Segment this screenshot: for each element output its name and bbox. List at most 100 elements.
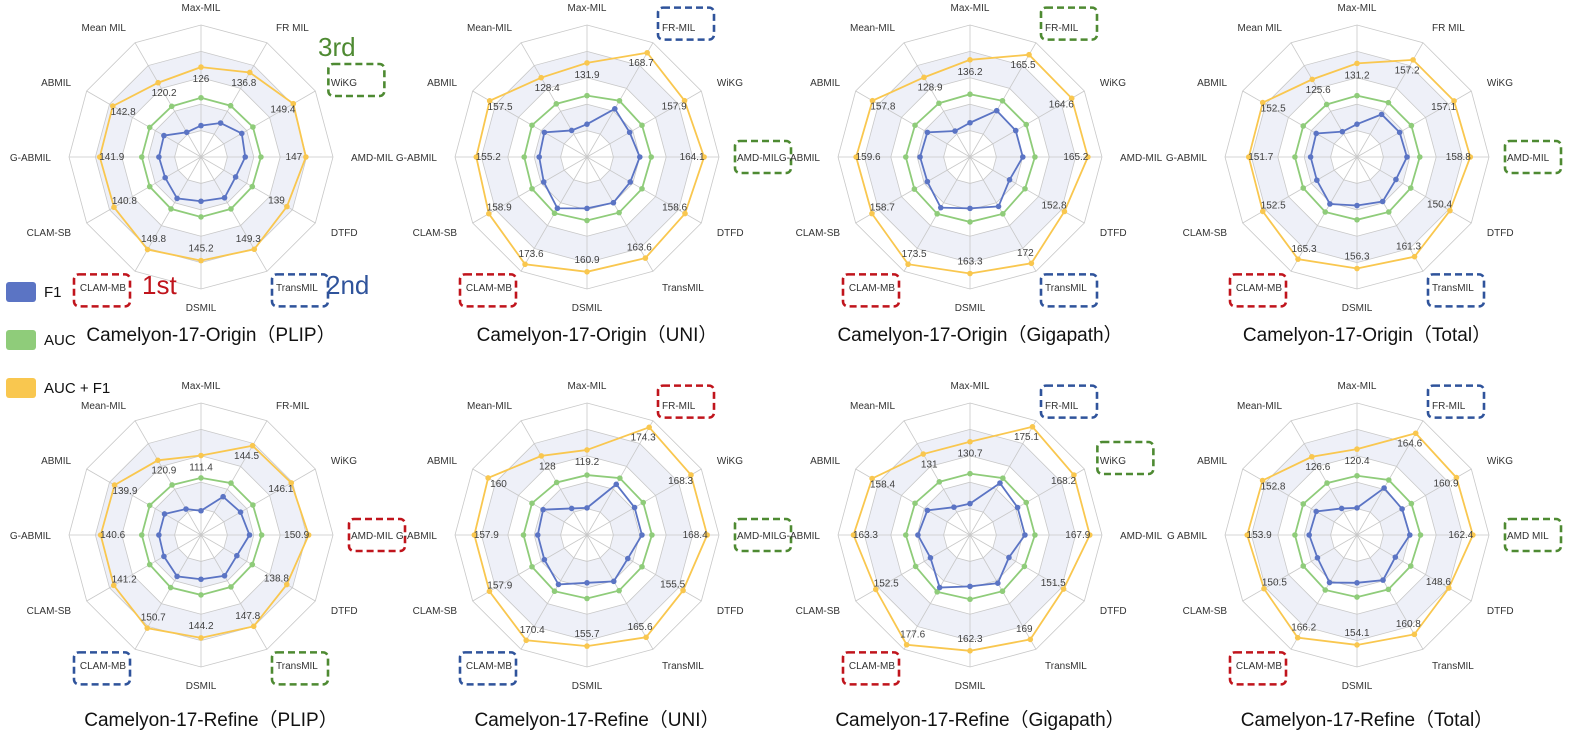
data-point-auc-g-abmil bbox=[902, 532, 909, 538]
value-label-dtfd: 158.6 bbox=[662, 203, 687, 214]
data-point-f1-wikg bbox=[631, 504, 638, 511]
data-point-f1-amd-mil bbox=[242, 154, 249, 160]
data-point-f1-mean-mil bbox=[1338, 505, 1345, 512]
data-point-f1-dsmil bbox=[1354, 202, 1360, 209]
axis-label-mean-mil: Mean-MIL bbox=[850, 23, 895, 34]
axis-label-max-mil: Max-MIL bbox=[1338, 381, 1377, 392]
data-point-auc-amd-mil bbox=[1032, 154, 1038, 160]
data-point-auc-clam-sb bbox=[1300, 185, 1307, 191]
data-point-f1-clam-sb bbox=[161, 553, 167, 560]
data-point-auc-f1-clam-sb bbox=[869, 210, 875, 217]
axis-label-clam-mb: CLAM-MB bbox=[849, 661, 895, 672]
data-point-auc-f1-max-mil bbox=[1354, 60, 1360, 67]
value-label-g-abmil: 151.7 bbox=[1248, 152, 1273, 163]
data-point-auc-clam-mb bbox=[551, 210, 558, 217]
data-point-f1-g-abmil bbox=[156, 532, 162, 538]
data-point-auc-g-abmil bbox=[521, 154, 528, 160]
axis-label-fr-mil: FR-MIL bbox=[662, 23, 696, 34]
data-point-auc-f1-dtfd bbox=[1446, 585, 1452, 591]
data-point-f1-clam-mb bbox=[174, 573, 180, 580]
data-point-auc-f1-transmil bbox=[642, 255, 649, 261]
axis-label-abmil: ABMIL bbox=[810, 78, 840, 89]
data-point-auc-f1-fr-mil bbox=[644, 49, 650, 56]
data-point-auc-f1-mean-mil bbox=[155, 457, 161, 464]
grid-spoke bbox=[520, 42, 588, 158]
data-point-auc-f1-clam-mb bbox=[905, 261, 911, 268]
data-point-f1-g-abmil bbox=[536, 154, 542, 160]
data-point-auc-mean-mil bbox=[168, 103, 175, 110]
data-point-auc-fr-mil bbox=[1385, 477, 1392, 483]
axis-label-fr-mil: FR MIL bbox=[276, 23, 309, 34]
data-point-auc-f1-wikg bbox=[290, 100, 297, 107]
data-point-auc-f1-max-mil bbox=[967, 57, 973, 63]
value-label-clam-mb: 166.2 bbox=[1291, 622, 1316, 633]
data-point-f1-amd-mil bbox=[1020, 154, 1026, 160]
data-point-auc-amd-mil bbox=[648, 154, 655, 160]
data-point-f1-g-abmil bbox=[1306, 532, 1312, 538]
value-label-max-mil: 120.4 bbox=[1344, 456, 1369, 467]
data-point-auc-wikg bbox=[1023, 121, 1030, 128]
data-point-auc-g-abmil bbox=[138, 532, 145, 538]
value-label-wikg: 146.1 bbox=[268, 484, 293, 495]
data-point-f1-mean-mil bbox=[952, 128, 958, 134]
grid-spoke bbox=[200, 420, 268, 536]
data-point-auc-f1-transmil bbox=[1411, 253, 1418, 260]
value-label-fr-mil: 157.2 bbox=[1395, 65, 1420, 76]
data-point-f1-clam-sb bbox=[924, 178, 931, 185]
value-label-max-mil: 136.2 bbox=[957, 67, 982, 78]
value-label-dtfd: 155.5 bbox=[660, 579, 685, 590]
value-label-transmil: 172 bbox=[1017, 248, 1034, 259]
data-point-auc-f1-fr-mil bbox=[1412, 430, 1419, 437]
data-point-auc-f1-dtfd bbox=[1060, 586, 1067, 592]
value-label-g-abmil: 157.9 bbox=[474, 530, 499, 541]
data-point-f1-g-abmil bbox=[915, 532, 921, 538]
value-label-max-mil: 111.4 bbox=[189, 463, 213, 474]
data-point-auc-f1-clam-sb bbox=[486, 588, 493, 595]
data-point-auc-amd-mil bbox=[1417, 532, 1424, 538]
data-point-f1-dtfd bbox=[232, 174, 239, 180]
data-point-f1-dtfd bbox=[1392, 554, 1399, 560]
value-label-amd-mil: 150.9 bbox=[284, 530, 309, 541]
data-point-auc-f1-abmil bbox=[1259, 477, 1266, 484]
data-point-f1-mean-mil bbox=[1339, 128, 1346, 135]
value-label-mean-mil: 128.4 bbox=[535, 83, 560, 94]
data-point-f1-fr-mil bbox=[217, 120, 224, 126]
data-point-f1-transmil bbox=[221, 194, 228, 201]
radar-chart-6: Max-MIL FR-MIL WiKG AMD-MIL DTFD TransMIL DSMI… bbox=[396, 381, 793, 731]
data-point-auc-f1-mean-mil bbox=[1309, 453, 1315, 460]
radar-chart-7: Max-MIL FR-MIL WiKG AMD-MIL DTFD TransMIL DSMI… bbox=[779, 381, 1163, 731]
data-point-auc-f1-clam-sb bbox=[110, 582, 117, 589]
axis-label-g-abmil: G-ABMIL bbox=[779, 153, 821, 164]
value-label-clam-sb: 158.9 bbox=[487, 203, 512, 214]
data-point-auc-max-mil bbox=[967, 91, 973, 98]
data-point-f1-dtfd bbox=[624, 555, 631, 562]
value-label-amd-mil: 168.4 bbox=[683, 530, 708, 541]
data-point-auc-f1-amd-mil bbox=[1085, 154, 1091, 160]
data-point-auc-mean-mil bbox=[936, 100, 942, 107]
data-point-auc-amd-mil bbox=[258, 154, 264, 160]
data-point-auc-g-abmil bbox=[138, 154, 145, 160]
data-point-auc-max-mil bbox=[1354, 92, 1360, 99]
rank-box-first-clam-mb bbox=[72, 273, 132, 308]
data-point-auc-fr-mil bbox=[1385, 99, 1392, 106]
grid-spoke bbox=[1356, 534, 1424, 650]
data-point-f1-abmil bbox=[1313, 130, 1320, 137]
data-point-auc-dsmil bbox=[584, 217, 590, 224]
data-point-auc-dtfd bbox=[249, 183, 256, 190]
data-point-auc-f1-wikg bbox=[681, 97, 688, 104]
data-point-auc-amd-mil bbox=[1032, 532, 1038, 538]
data-point-auc-dtfd bbox=[1021, 563, 1028, 570]
data-point-f1-clam-sb bbox=[541, 556, 548, 563]
data-point-auc-f1-abmil bbox=[869, 97, 876, 104]
data-point-auc-amd-mil bbox=[649, 532, 655, 538]
chart-title: Camelyon-17-Refine（PLIP） bbox=[84, 709, 337, 731]
data-point-auc-wikg bbox=[250, 502, 256, 508]
data-point-auc-f1-wikg bbox=[688, 472, 694, 478]
axis-label-g-abmil: G-ABMIL bbox=[779, 531, 821, 542]
data-point-auc-f1-clam-mb bbox=[144, 246, 151, 253]
axis-label-fr-mil: FR-MIL bbox=[276, 401, 310, 412]
rank-box-third-amd-mil bbox=[733, 139, 793, 175]
data-point-auc-dsmil bbox=[198, 592, 204, 598]
value-label-dsmil: 156.3 bbox=[1344, 252, 1369, 263]
